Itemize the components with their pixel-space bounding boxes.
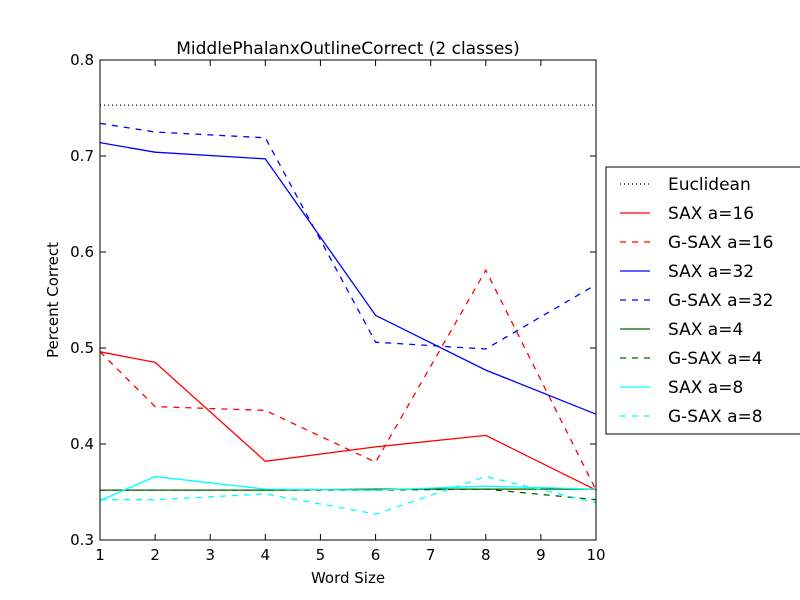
x-tick-label: 7 [426,546,436,564]
y-tick-label: 0.4 [70,435,94,453]
x-tick-label: 3 [205,546,215,564]
y-tick-label: 0.8 [70,51,94,69]
x-axis: 1 2 3 4 5 6 7 8 9 10 [95,60,606,564]
y-axis: 0.3 0.4 0.5 0.6 0.7 0.8 [70,51,596,549]
x-axis-label: Word Size [311,569,385,587]
series-line-g-sax-a-16 [99,268,597,491]
x-tick-label: 4 [261,546,271,564]
legend-label-sax-a-8: SAX a=8 [668,378,743,398]
x-tick-label: 5 [316,546,326,564]
legend: Euclidean SAX a=16 G-SAX a=16 SAX a=32 G-SAX… [605,166,800,435]
legend-label-g-sax-a-16: G-SAX a=16 [668,233,773,253]
legend-label-g-sax-a-32: G-SAX a=32 [668,291,773,311]
legend-label-sax-a-32: SAX a=32 [668,262,754,282]
chart-title: MiddlePhalanxOutlineCorrect (2 classes) [176,39,520,59]
series-line-sax-a-32 [99,141,597,415]
plot-lines [99,104,597,515]
series-line-sax-a-16 [99,351,597,491]
legend-frame [605,166,800,435]
legend-label-sax-a-4: SAX a=4 [668,320,743,340]
x-tick-label: 8 [481,546,491,564]
series-line-g-sax-a-32 [99,122,597,350]
x-tick-label: 10 [586,546,605,564]
x-tick-label: 9 [536,546,546,564]
series-line-g-sax-a-8 [100,475,597,515]
x-tick-label: 1 [95,546,105,564]
legend-label-g-sax-a-8: G-SAX a=8 [668,407,763,427]
y-tick-label: 0.5 [70,339,94,357]
x-tick-label: 2 [150,546,160,564]
legend-label-euclidean: Euclidean [668,175,751,195]
y-tick-label: 0.3 [70,531,94,549]
x-tick-label: 6 [371,546,381,564]
legend-label-sax-a-16: SAX a=16 [668,204,754,224]
legend-label-g-sax-a-4: G-SAX a=4 [668,349,763,369]
y-tick-label: 0.7 [70,147,94,165]
plot-frame [99,59,597,541]
y-tick-label: 0.6 [70,243,94,261]
y-axis-label: Percent Correct [44,242,62,358]
series-line-sax-a-8 [99,475,597,502]
